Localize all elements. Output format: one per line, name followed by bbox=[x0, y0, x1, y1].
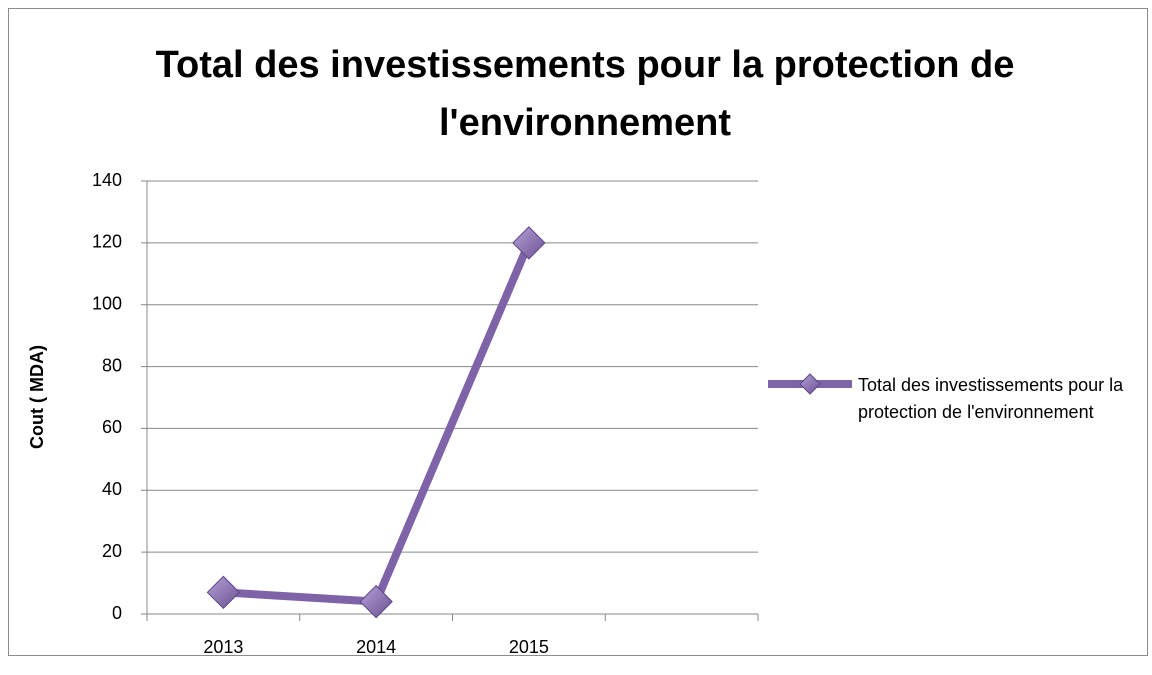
y-tick-label: 60 bbox=[102, 417, 122, 437]
y-tick-label: 40 bbox=[102, 479, 122, 499]
y-tick-label: 20 bbox=[102, 541, 122, 561]
y-tick-label: 120 bbox=[92, 232, 122, 252]
y-tick-label: 100 bbox=[92, 293, 122, 313]
series-line bbox=[223, 241, 533, 606]
marker bbox=[512, 226, 546, 260]
x-tick-label: 2015 bbox=[509, 637, 549, 657]
x-tick-label: 2014 bbox=[356, 637, 396, 657]
y-axis-label: Cout ( MDA) bbox=[27, 345, 47, 449]
legend-label: Total des investissements pour la protec… bbox=[858, 375, 1124, 422]
x-tick-label: 2013 bbox=[203, 637, 243, 657]
y-tick-label: 0 bbox=[112, 603, 122, 623]
chart-frame bbox=[8, 8, 1148, 656]
marker bbox=[206, 575, 241, 610]
marker bbox=[359, 584, 393, 619]
y-tick-label: 140 bbox=[92, 170, 122, 190]
legend-marker bbox=[799, 373, 821, 395]
chart-title: Total des investissements pour la protec… bbox=[155, 44, 1015, 144]
y-tick-label: 80 bbox=[102, 355, 122, 375]
